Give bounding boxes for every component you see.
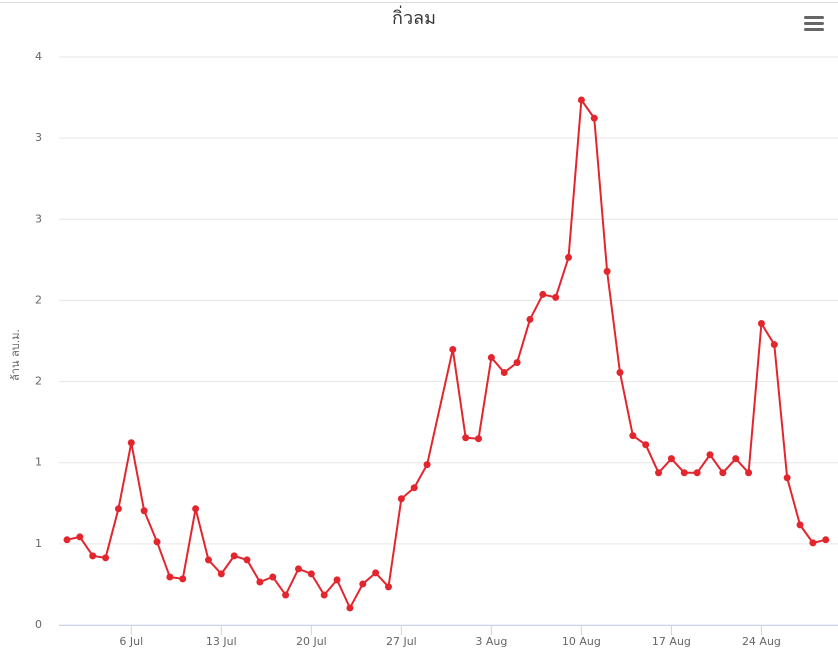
point [719, 469, 727, 477]
menu-bar [804, 16, 824, 19]
point [243, 556, 251, 564]
point [500, 368, 508, 376]
point [667, 455, 675, 463]
x-tick-label: 27 Jul [386, 635, 417, 648]
point [153, 538, 161, 546]
point [616, 368, 624, 376]
point [783, 474, 791, 482]
point [372, 569, 380, 577]
point [629, 432, 637, 440]
series-line [451, 99, 826, 544]
point [757, 319, 765, 327]
point [179, 575, 187, 583]
point [487, 354, 495, 362]
point [449, 345, 457, 353]
point [102, 554, 110, 562]
y-axis-title: ล้าน ลบ.ม. [9, 329, 22, 381]
point [462, 434, 470, 442]
x-tick-label: 17 Aug [652, 635, 691, 648]
point [590, 114, 598, 122]
point [655, 469, 663, 477]
x-tick-label: 10 Aug [562, 635, 601, 648]
x-tick-label: 24 Aug [742, 635, 781, 648]
point [140, 507, 148, 515]
point [796, 521, 804, 529]
point [809, 539, 817, 547]
point [333, 576, 341, 584]
point [539, 290, 547, 298]
point [565, 253, 573, 261]
y-tick-label: 4 [35, 50, 42, 63]
point [526, 315, 534, 323]
point [732, 455, 740, 463]
point [680, 469, 688, 477]
point [320, 591, 328, 599]
point [89, 552, 97, 560]
point [217, 570, 225, 578]
point [552, 293, 560, 301]
series-line [66, 441, 428, 609]
point [256, 578, 264, 586]
point [706, 451, 714, 459]
y-tick-label: 2 [35, 293, 42, 306]
y-tick-label: 3 [35, 212, 42, 225]
point [475, 435, 483, 443]
gap-connector [426, 349, 454, 465]
y-tick-label: 3 [35, 131, 42, 144]
point [192, 505, 200, 513]
point [822, 536, 830, 544]
menu-bar [804, 28, 824, 31]
menu-button[interactable] [804, 16, 824, 31]
point [230, 552, 238, 560]
point [346, 604, 354, 612]
y-tick-label: 1 [35, 456, 42, 469]
x-tick-label: 6 Jul [119, 635, 143, 648]
x-tick-label: 3 Aug [475, 635, 507, 648]
y-tick-label: 2 [35, 375, 42, 388]
point [282, 591, 290, 599]
point [385, 583, 392, 591]
y-tick-label: 0 [35, 618, 42, 631]
point [693, 469, 701, 477]
point [359, 580, 367, 588]
point [114, 505, 122, 513]
point [76, 533, 84, 541]
point [423, 461, 431, 469]
point [397, 495, 405, 503]
point [269, 573, 277, 581]
menu-bar [804, 22, 824, 25]
point [294, 565, 302, 573]
point [307, 570, 315, 578]
point [63, 536, 71, 544]
point [166, 573, 174, 581]
point [127, 439, 135, 447]
point [770, 341, 778, 349]
point [513, 359, 521, 367]
chart-title: กิ่วลม [392, 5, 436, 29]
point [642, 441, 650, 449]
point [410, 484, 418, 492]
point [745, 469, 753, 477]
x-tick-label: 13 Jul [206, 635, 237, 648]
y-tick-label: 1 [35, 537, 42, 550]
x-tick-label: 20 Jul [296, 635, 327, 648]
point [577, 96, 585, 104]
point [204, 556, 212, 564]
point [603, 267, 611, 275]
